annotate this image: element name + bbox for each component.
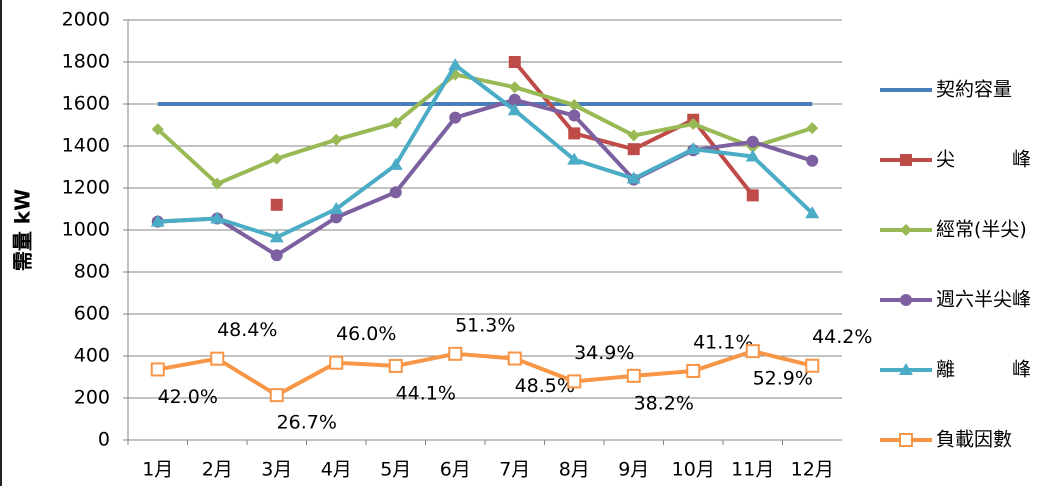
x-tick-label: 11月	[731, 459, 774, 481]
data-point	[329, 355, 344, 370]
data-label: 41.1%	[693, 331, 753, 353]
x-tick-label: 9月	[618, 459, 649, 481]
x-tick-label: 5月	[380, 459, 411, 481]
y-tick-label: 2000	[62, 9, 110, 31]
series-line	[157, 63, 814, 240]
data-point	[746, 135, 759, 148]
data-label: 48.5%	[515, 375, 575, 397]
data-label: 44.2%	[812, 326, 872, 348]
y-tick-label: 1600	[62, 93, 110, 115]
legend-label: 週六半尖峰	[936, 289, 1031, 311]
series-line	[157, 349, 813, 398]
data-point	[568, 127, 581, 140]
data-point	[567, 374, 582, 389]
data-point	[389, 186, 402, 199]
x-tick-label: 10月	[672, 459, 715, 481]
data-label: 42.0%	[158, 386, 218, 408]
data-point	[507, 351, 522, 366]
data-point	[805, 206, 820, 219]
data-point	[627, 143, 640, 156]
legend-marker	[900, 224, 912, 236]
data-point	[388, 157, 403, 170]
data-point	[686, 363, 701, 378]
data-point	[508, 93, 521, 106]
y-tick-label: 0	[98, 429, 110, 451]
data-point	[329, 202, 344, 214]
data-point	[627, 129, 640, 142]
data-point	[567, 152, 582, 165]
data-label: 26.7%	[277, 412, 337, 434]
data-point	[507, 103, 522, 116]
data-point	[270, 249, 283, 262]
data-point	[687, 117, 700, 130]
legend-label: 契約容量	[936, 79, 1012, 101]
legend-marker	[900, 294, 912, 306]
data-label: 46.0%	[336, 323, 396, 345]
data-point	[448, 58, 463, 71]
legend-label: 負載因數	[936, 429, 1012, 451]
x-tick-label: 7月	[499, 459, 530, 481]
data-point	[806, 154, 819, 167]
data-point	[568, 99, 581, 112]
legend-marker	[899, 363, 913, 375]
data-point	[150, 362, 165, 377]
data-point	[269, 388, 284, 403]
y-tick-label: 200	[74, 387, 110, 409]
data-point	[269, 230, 284, 243]
y-tick-label: 400	[74, 345, 110, 367]
data-point	[626, 171, 641, 184]
legend-marker	[900, 154, 912, 166]
data-point	[270, 198, 283, 211]
data-point	[210, 351, 225, 366]
data-point	[211, 177, 224, 190]
y-tick-label: 800	[74, 261, 110, 283]
y-tick-label: 1000	[62, 219, 110, 241]
data-label: 38.2%	[634, 392, 694, 414]
data-point	[686, 142, 701, 155]
data-point	[330, 133, 343, 146]
data-label: 34.9%	[574, 342, 634, 364]
data-label: 52.9%	[753, 368, 813, 390]
x-tick-label: 12月	[791, 459, 834, 481]
data-label: 51.3%	[455, 314, 515, 336]
legend-label: 經常(半尖)	[936, 219, 1027, 241]
data-point	[745, 344, 760, 359]
data-point	[448, 346, 463, 361]
legend-marker	[899, 433, 913, 447]
data-point	[150, 214, 165, 227]
data-point	[330, 211, 343, 224]
legend-label: 尖 峰	[936, 149, 1031, 171]
data-label: 44.1%	[396, 382, 456, 404]
data-point	[568, 109, 581, 122]
series-line	[156, 72, 813, 186]
data-point	[449, 111, 462, 124]
data-point	[508, 56, 521, 68]
y-tick-label: 1200	[62, 177, 110, 199]
data-point	[745, 149, 760, 162]
y-tick-label: 600	[74, 303, 110, 325]
y-tick-label: 1400	[62, 135, 110, 157]
x-tick-label: 1月	[142, 459, 173, 481]
data-point	[270, 152, 283, 165]
data-point	[388, 358, 403, 373]
data-point	[806, 122, 819, 135]
data-label: 48.4%	[217, 319, 277, 341]
data-point	[626, 368, 641, 383]
legend-label: 離 峰	[936, 359, 1031, 381]
x-tick-label: 8月	[559, 459, 590, 481]
x-tick-label: 3月	[261, 459, 292, 481]
data-point	[508, 81, 521, 94]
y-axis-label: 需量 kW	[11, 189, 35, 271]
data-point	[210, 211, 225, 224]
data-point	[746, 189, 759, 202]
x-tick-label: 6月	[440, 459, 471, 481]
data-point	[151, 123, 164, 136]
y-tick-label: 1800	[62, 51, 110, 73]
data-point	[805, 358, 820, 373]
x-tick-label: 2月	[202, 459, 233, 481]
x-tick-label: 4月	[321, 459, 352, 481]
data-point	[389, 116, 402, 129]
